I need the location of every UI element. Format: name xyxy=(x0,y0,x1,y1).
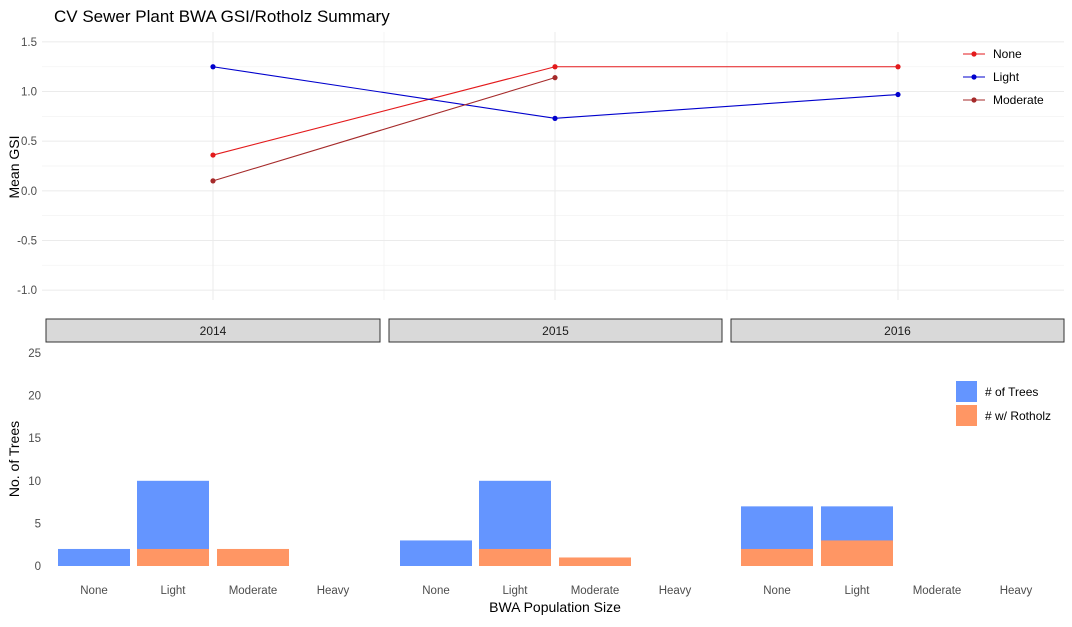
bar-rotholz xyxy=(479,548,551,566)
facet-strips: 2014 2015 2016 xyxy=(45,318,1065,343)
bar-y-axis-title: No. of Trees xyxy=(6,421,22,497)
legend-label: None xyxy=(993,47,1022,61)
bar-plot-panel: 0 5 10 15 20 25 None Light Moderate Heavy None Ligh… xyxy=(28,348,1032,597)
bar-y-tick-label: 0 xyxy=(35,561,41,573)
bar-x-tick-label: Heavy xyxy=(1000,585,1033,597)
bar-x-tick-label: Light xyxy=(845,585,871,597)
line-y-axis-title: Mean GSI xyxy=(6,135,22,198)
bar-x-tick-label: None xyxy=(763,585,791,597)
data-point-moderate xyxy=(210,178,216,184)
facet-label: 2015 xyxy=(542,324,569,338)
bar-rotholz xyxy=(137,548,209,566)
line-plot-panel: -1.0 -0.5 0.0 0.5 1.0 1.5 xyxy=(17,32,1064,300)
line-y-tick-label: 0.0 xyxy=(21,186,37,198)
facet-label: 2016 xyxy=(884,324,911,338)
line-y-tick-label: 0.5 xyxy=(21,136,37,148)
bar-rotholz xyxy=(559,557,631,566)
data-point-none xyxy=(210,152,216,158)
facet-strip-2015 xyxy=(388,318,723,343)
legend-key-box xyxy=(956,381,977,402)
bar-x-axis-title: BWA Population Size xyxy=(489,599,621,615)
bar-trees xyxy=(58,548,130,566)
data-point-light xyxy=(895,91,901,98)
bar-x-tick-label: Moderate xyxy=(229,585,278,597)
bar-x-tick-label: None xyxy=(422,585,450,597)
data-point-light xyxy=(210,64,216,70)
bar-x-tick-label: Heavy xyxy=(317,585,350,597)
legend-key-box xyxy=(956,405,977,426)
bar-x-tick-label: Light xyxy=(503,585,529,597)
legend-label: Moderate xyxy=(993,93,1044,107)
bar-rotholz xyxy=(217,548,289,566)
line-y-tick-label: 1.5 xyxy=(21,37,37,49)
bar-y-tick-label: 10 xyxy=(28,476,41,488)
bar-legend: # of Trees # w/ Rotholz xyxy=(956,381,1051,426)
legend-label: Light xyxy=(993,70,1020,84)
series-line-moderate xyxy=(212,77,556,182)
bar-rotholz xyxy=(741,548,813,566)
chart-title: CV Sewer Plant BWA GSI/Rotholz Summary xyxy=(54,7,390,26)
legend-key-point xyxy=(971,74,977,80)
data-point-moderate xyxy=(552,75,558,81)
data-point-none xyxy=(895,64,901,70)
bar-trees xyxy=(400,540,472,566)
data-point-light xyxy=(552,115,558,121)
bar-y-tick-label: 5 xyxy=(35,518,41,530)
legend-label: # of Trees xyxy=(985,385,1038,399)
bar-rotholz xyxy=(821,540,893,566)
legend-key-point xyxy=(971,51,977,57)
line-y-tick-label: -0.5 xyxy=(17,235,37,247)
bar-x-tick-label: Moderate xyxy=(913,585,962,597)
bar-y-tick-label: 20 xyxy=(28,391,41,403)
bar-y-tick-label: 15 xyxy=(28,433,41,445)
data-point-none xyxy=(552,64,558,70)
line-y-tick-label: 1.0 xyxy=(21,87,37,99)
legend-label: # w/ Rotholz xyxy=(985,409,1051,423)
legend-key-point xyxy=(971,97,977,103)
line-y-tick-label: -1.0 xyxy=(17,285,37,297)
bar-x-tick-label: None xyxy=(80,585,108,597)
line-legend: None Light Moderate xyxy=(963,47,1044,107)
bar-y-tick-label: 25 xyxy=(28,348,41,360)
facet-strip-2014 xyxy=(45,318,381,343)
bar-x-tick-label: Heavy xyxy=(659,585,692,597)
bar-x-tick-label: Moderate xyxy=(571,585,620,597)
facet-label: 2014 xyxy=(200,324,227,338)
facet-strip-2016 xyxy=(730,318,1065,343)
bar-x-tick-label: Light xyxy=(161,585,187,597)
